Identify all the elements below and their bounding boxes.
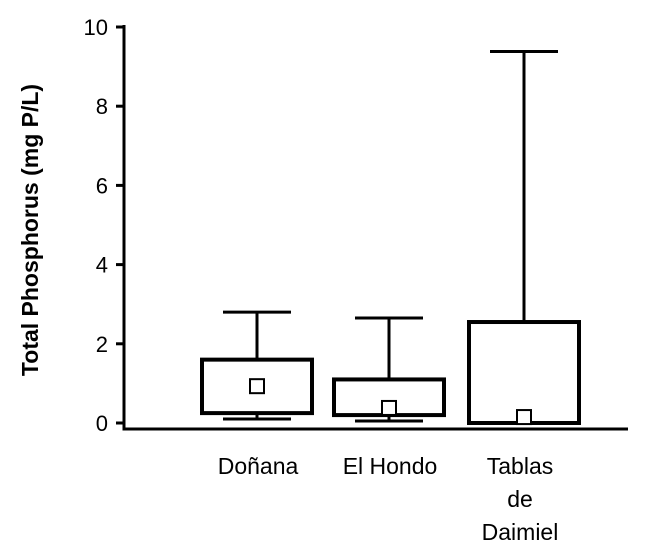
category-labels: Doñana El Hondo Tablas de Daimiel: [218, 453, 559, 543]
y-tick-label: 0: [96, 411, 108, 436]
y-tick-label: 8: [96, 94, 108, 119]
y-tick-label: 6: [96, 173, 108, 198]
category-label-line: Doñana: [218, 453, 299, 479]
category-label-line: Daimiel: [482, 519, 559, 543]
category-label-line: El Hondo: [343, 453, 438, 479]
y-axis-label: Total Phosphorus (mg P/L): [17, 84, 43, 376]
boxes: [200, 50, 581, 426]
iqr-box: [467, 320, 581, 425]
category-label-1: Doñana: [218, 453, 299, 479]
category-label-line: Tablas: [487, 453, 553, 479]
box-3: [467, 50, 581, 426]
category-label-line: de: [507, 486, 533, 512]
y-axis-ticks: 0 2 4 6 8 10: [84, 15, 124, 436]
y-tick-label: 10: [84, 15, 108, 40]
box-1: [200, 310, 314, 421]
category-label-2: El Hondo: [343, 453, 438, 479]
mean-marker: [381, 399, 397, 416]
box-2: [332, 316, 446, 423]
mean-marker: [249, 378, 265, 395]
y-tick-label: 2: [96, 332, 108, 357]
y-tick-label: 4: [96, 253, 108, 278]
category-label-3: Tablas de Daimiel: [482, 453, 559, 543]
mean-marker: [516, 409, 532, 426]
axes: [122, 25, 628, 431]
